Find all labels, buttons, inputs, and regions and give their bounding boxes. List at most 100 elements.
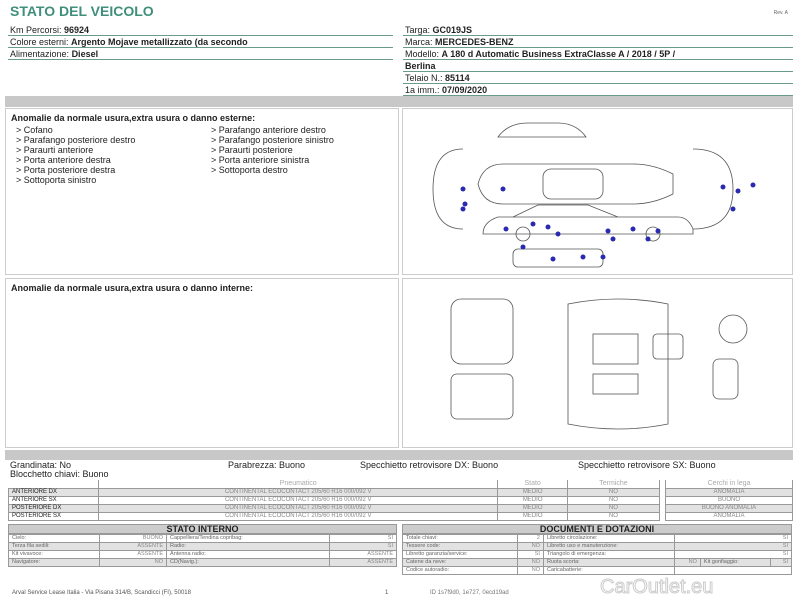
damage-dot [550, 256, 556, 262]
damage-item: > Sottoporta sinistro [16, 175, 97, 185]
value-cell: SI [674, 550, 792, 559]
tire-cell: POSTERIORE DX [8, 503, 99, 513]
damage-item: > Porta posteriore destra [16, 165, 116, 175]
damage-item: > Cofano [16, 125, 53, 135]
label-cell: Libretto garanzia/service: [401, 550, 519, 559]
damage-dot [580, 254, 586, 260]
tire-header: Stato [497, 480, 568, 489]
field-value: A 180 d Automatic Business ExtraClasse A… [441, 49, 676, 59]
tires-table: Pneumatico Stato Termiche ANTERIORE DX CONTI… [8, 480, 661, 521]
damage-dot [610, 236, 616, 242]
vehicle-field: Alimentazione: Diesel [8, 48, 393, 60]
blocchetto-chiavi: Blocchetto chiavi: Buono [10, 469, 109, 479]
damage-item: > Parafango anteriore destro [211, 125, 326, 135]
field-value: GC019JS [432, 25, 473, 35]
stato-interno-table: Cielo: BUONO Cappelliera/Tendina copribag:… [7, 534, 397, 567]
value-cell: NO [517, 566, 544, 575]
rims-table: Cerchi in lega ANOMALIA BUONO BUONO ANOMALI… [665, 480, 793, 521]
tire-cell: NO [566, 503, 661, 513]
damage-dot [520, 244, 526, 250]
tire-cell: CONTINENTAL ECOCONTACT 205/60 R16 000/09… [97, 511, 499, 521]
field-label: 1a imm.: [405, 85, 440, 95]
specchietto-sx: Specchietto retrovisore SX: Buono [578, 460, 716, 470]
parabrezza: Parabrezza: Buono [228, 460, 306, 470]
documenti-title: DOCUMENTI E DOTAZIONI [402, 524, 792, 534]
damage-dot [645, 236, 651, 242]
watermark: CarOutlet.eu [599, 576, 714, 598]
value-cell: SI [329, 534, 397, 543]
damage-item: > Porta anteriore destra [16, 155, 111, 165]
label-cell: Kit vivavoce: [7, 550, 101, 559]
field-label: Alimentazione: [10, 49, 70, 59]
value-cell: ASSENTE [329, 558, 397, 567]
revision: Rev. A [773, 10, 788, 16]
damage-item: > Porta anteriore sinistra [211, 155, 310, 165]
tire-cell: CONTINENTAL ECOCONTACT 205/60 R16 000/09… [97, 495, 499, 505]
value-cell: SI [674, 534, 792, 543]
empty-header [8, 480, 99, 488]
label-cell: Navigatore: [7, 558, 101, 567]
footer-id: ID 1s7f9d0, 1e727, 0ecd19ad [430, 590, 509, 596]
label-cell: Radio: [166, 542, 331, 551]
vehicle-field: Berlina [403, 60, 793, 72]
page-title: STATO DEL VEICOLO [10, 3, 154, 19]
label-cell: Kit gonfiaggio: [699, 558, 772, 567]
vehicle-field: Colore esterni: Argento Mojave metallizz… [8, 36, 393, 48]
damage-dot [735, 188, 741, 194]
label-cell: Ruota scorta: [542, 558, 676, 567]
vehicle-field: Km Percorsi: 96924 [8, 24, 393, 36]
rim-cell: ANOMALIA [665, 487, 793, 497]
rim-cell: ANOMALIA [665, 511, 793, 521]
table-row: Catene da neve: NO Ruota scorta: NO Kit gonf… [401, 558, 792, 567]
field-value: Argento Mojave metallizzato (da secondo [71, 37, 248, 47]
value-cell: NO [99, 558, 168, 567]
table-row: ANOMALIA [665, 511, 793, 521]
table-row: ANTERIORE DX CONTINENTAL ECOCONTACT 205/6… [8, 487, 661, 497]
vehicle-field: 1a imm.: 07/09/2020 [403, 84, 793, 96]
tire-cell: CONTINENTAL ECOCONTACT 205/60 R16 000/09… [97, 487, 499, 497]
damage-dot [630, 226, 636, 232]
value-cell [674, 566, 792, 575]
tire-cell: NO [566, 487, 661, 497]
table-row: BUONO [665, 495, 793, 505]
table-row: Kit vivavoce: ASSENTE Antenna radio: ASSENT… [7, 550, 397, 559]
field-label: Telaio N.: [405, 73, 443, 83]
damage-dot [730, 206, 736, 212]
exterior-diagram [402, 108, 793, 275]
tire-cell: CONTINENTAL ECOCONTACT 205/60 R16 000/09… [97, 503, 499, 513]
tire-cell: MEDIO [497, 487, 568, 497]
field-label: Targa: [405, 25, 431, 35]
table-row: POSTERIORE SX CONTINENTAL ECOCONTACT 205/… [8, 511, 661, 521]
damage-dot [655, 228, 661, 234]
interior-panel: Anomalie da normale usura,extra usura o … [5, 278, 399, 448]
table-row: Totale chiavi: 2 Libretto circolazione: SI [401, 534, 792, 543]
label-cell: Libretto circolazione: [542, 534, 676, 543]
table-row: Navigatore: NO CD(Navig.): ASSENTE [7, 558, 397, 567]
damage-dot [605, 228, 611, 234]
interior-title: Anomalie da normale usura,extra usura o … [11, 283, 254, 293]
value-cell: SI [674, 542, 792, 551]
vehicle-field: Modello: A 180 d Automatic Business Extr… [403, 48, 793, 60]
damage-dot [462, 201, 468, 207]
car-interior-diagram [450, 298, 748, 430]
damage-item: > Paraurti anteriore [16, 145, 94, 155]
table-row: Cielo: BUONO Cappelliera/Tendina copribag:… [7, 534, 397, 543]
field-value: MERCEDES-BENZ [435, 37, 514, 47]
rims-header: Cerchi in lega [665, 480, 793, 489]
field-value: Berlina [405, 61, 436, 71]
field-value: Diesel [71, 49, 99, 59]
damage-dot [460, 206, 466, 212]
field-label: Modello: [405, 49, 440, 59]
field-value: 07/09/2020 [442, 85, 488, 95]
tire-cell: NO [566, 495, 661, 505]
label-cell: Caricabatterie: [542, 566, 676, 575]
value-cell: ASSENTE [99, 550, 168, 559]
table-row: ANTERIORE SX CONTINENTAL ECOCONTACT 205/6… [8, 495, 661, 505]
tire-cell: ANTERIORE SX [8, 495, 99, 505]
label-cell: Antenna radio: [166, 550, 331, 559]
documenti-table: Totale chiavi: 2 Libretto circolazione: SI T… [401, 534, 792, 575]
value-cell: NO [517, 558, 544, 567]
table-row: ANOMALIA [665, 487, 793, 497]
damage-dot [460, 186, 466, 192]
label-cell: Terza fila sedili: [7, 542, 101, 551]
